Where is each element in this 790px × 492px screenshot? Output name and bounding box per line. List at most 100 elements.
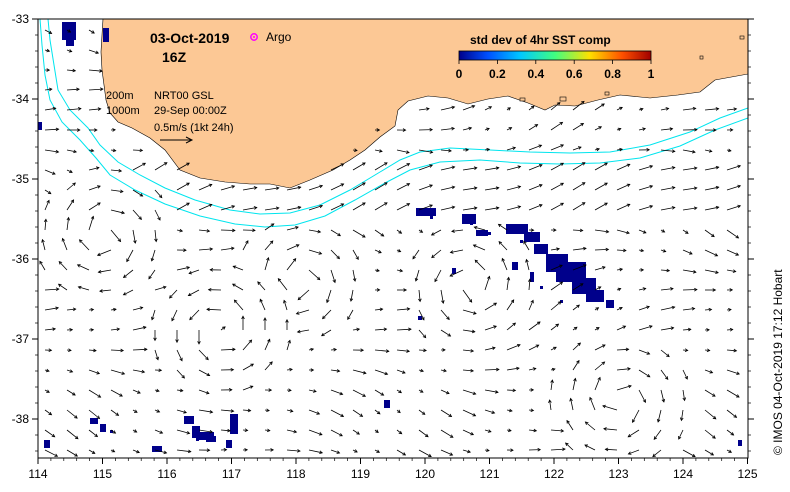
current-arrow — [264, 361, 273, 371]
current-arrow — [176, 449, 191, 453]
current-arrow-head — [473, 166, 478, 171]
current-arrow — [550, 264, 563, 271]
current-arrow — [434, 269, 442, 282]
current-arrow — [418, 164, 433, 171]
current-arrow — [110, 349, 124, 351]
current-arrow-head — [619, 267, 624, 272]
current-arrow-head — [693, 166, 698, 171]
sst-patch — [418, 316, 422, 320]
current-arrow — [550, 102, 561, 111]
current-arrow-head — [626, 163, 631, 167]
current-arrow — [462, 429, 474, 436]
current-arrow-head — [693, 186, 698, 191]
sst-patch — [606, 304, 609, 307]
current-arrow-head — [310, 368, 315, 372]
current-arrow-head — [139, 306, 144, 310]
current-arrow — [264, 257, 269, 271]
current-arrow-head — [337, 232, 342, 237]
current-arrow — [462, 187, 477, 191]
current-arrow-head — [270, 448, 275, 452]
isobath-1000m — [39, 19, 748, 228]
current-arrow — [440, 149, 452, 152]
current-arrow-head — [560, 162, 565, 167]
current-arrow-head — [95, 50, 100, 54]
current-arrow-head — [249, 385, 254, 389]
current-arrow-head — [494, 390, 499, 394]
current-arrow — [58, 283, 68, 291]
current-arrow — [616, 325, 626, 331]
current-arrow — [308, 429, 323, 436]
current-arrow-head — [61, 237, 66, 242]
current-arrow — [286, 258, 297, 271]
current-arrow-head — [121, 371, 126, 375]
current-arrow-head — [142, 325, 147, 330]
current-arrow-head — [269, 361, 273, 365]
current-arrow-head — [43, 218, 48, 223]
current-arrow-head — [581, 162, 586, 166]
current-arrow-head — [90, 148, 95, 153]
isobath-contours — [39, 19, 748, 228]
current-arrow-head — [51, 433, 56, 438]
current-arrow — [528, 124, 538, 131]
current-arrow-head — [186, 162, 190, 166]
current-arrow-head — [48, 348, 53, 352]
current-arrow-head — [252, 228, 256, 233]
current-arrow-head — [429, 127, 434, 132]
current-arrow-head — [54, 453, 59, 457]
current-arrow — [374, 162, 388, 171]
current-arrow — [506, 277, 510, 291]
current-arrow-head — [183, 410, 188, 414]
current-arrow — [594, 344, 606, 351]
current-arrow-head — [715, 270, 719, 274]
current-arrow-head — [99, 87, 104, 92]
current-arrow — [88, 108, 101, 111]
current-arrow-head — [576, 359, 580, 364]
current-arrow — [148, 269, 156, 280]
current-arrow-head — [495, 166, 500, 170]
current-arrow-head — [376, 410, 381, 415]
sst-patch — [196, 438, 199, 441]
current-arrow — [330, 229, 341, 237]
x-tick-label: 117 — [222, 467, 241, 481]
current-arrow-head — [187, 292, 192, 297]
current-arrow-head — [112, 430, 117, 434]
colorbar-tick-label: 0.6 — [566, 67, 583, 81]
current-arrow — [242, 409, 251, 412]
current-arrow-head — [468, 126, 473, 131]
current-arrow-head — [691, 149, 696, 154]
current-arrow — [66, 199, 74, 211]
current-arrow — [352, 429, 360, 435]
current-arrow-head — [362, 162, 366, 166]
current-arrow-head — [287, 339, 291, 344]
current-arrow — [572, 283, 584, 291]
current-arrow — [286, 449, 301, 452]
current-arrow-head — [430, 232, 435, 236]
current-arrow-head — [534, 124, 539, 128]
current-arrow-head — [671, 149, 676, 153]
current-arrow-head — [336, 450, 341, 454]
current-arrow-head — [275, 206, 280, 211]
current-arrow-head — [277, 278, 282, 282]
current-arrow — [264, 223, 275, 231]
current-arrow-head — [157, 216, 161, 221]
sst-patch — [384, 400, 390, 408]
current-arrow — [297, 289, 310, 300]
current-arrow — [220, 247, 234, 251]
current-arrow — [550, 121, 563, 131]
current-arrow-head — [48, 87, 53, 92]
current-arrow — [396, 229, 402, 234]
current-arrow — [132, 209, 142, 220]
current-arrow — [412, 249, 420, 260]
current-arrow-head — [55, 127, 60, 132]
current-arrow — [726, 329, 733, 331]
current-arrow — [704, 369, 713, 374]
current-arrow — [474, 259, 486, 271]
current-arrow — [242, 385, 253, 391]
current-arrow-head — [99, 289, 103, 293]
current-arrow-head — [397, 249, 402, 253]
current-arrow-head — [516, 366, 520, 371]
current-arrow — [484, 409, 495, 414]
current-arrow — [484, 207, 499, 211]
current-arrow-head — [642, 399, 646, 404]
current-arrow — [396, 429, 402, 435]
